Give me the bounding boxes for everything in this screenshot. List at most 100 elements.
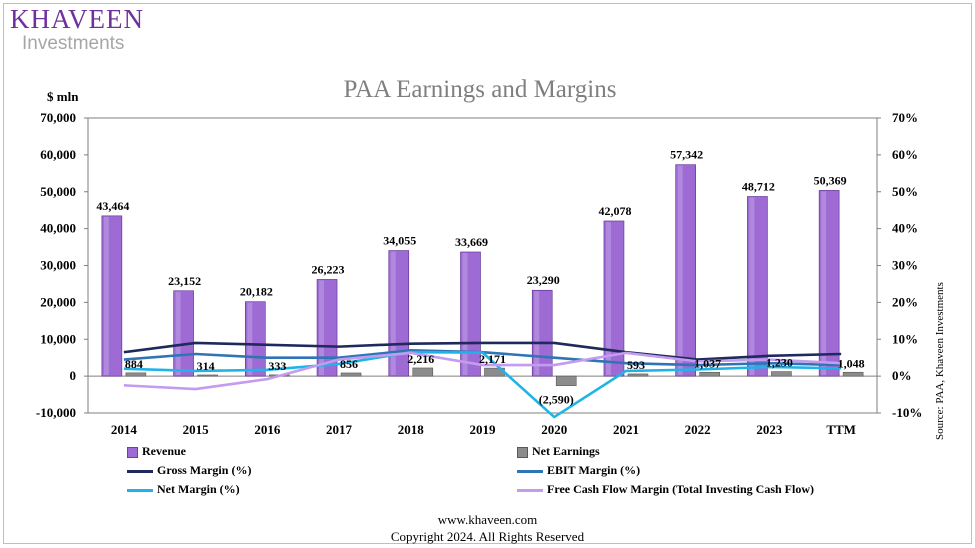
net-earnings-bar (340, 372, 362, 377)
revenue-data-label: 43,464 (96, 199, 129, 213)
x-axis-tick-label: 2022 (685, 422, 711, 437)
revenue-data-label: 23,290 (527, 273, 560, 287)
legend-gross-margin-label: Gross Margin (%) (157, 463, 252, 477)
net-earnings-bar (842, 371, 864, 377)
y2-axis-tick-label: 30% (892, 258, 918, 273)
x-axis-tick-label: TTM (826, 422, 856, 437)
y2-axis-tick-label: 10% (892, 331, 918, 346)
y2-axis-tick-label: 60% (892, 147, 918, 162)
revenue-data-label: 42,078 (598, 204, 631, 218)
y-axis-tick-label: 20,000 (40, 294, 76, 309)
net-earnings-data-label: 314 (197, 359, 215, 373)
revenue-data-label: 48,712 (742, 179, 775, 193)
net-earnings-bar (412, 367, 434, 377)
x-axis-tick-label: 2023 (756, 422, 783, 437)
legend-fcf-margin: Free Cash Flow Margin (Total Investing C… (517, 482, 814, 497)
chart-frame (3, 3, 972, 544)
chart-title: PAA Earnings and Margins (344, 76, 617, 103)
y2-axis-tick-label: 70% (892, 110, 918, 125)
x-axis-tick-label: 2014 (111, 422, 138, 437)
margin-line-3 (123, 350, 842, 419)
footer-copyright: Copyright 2024. All Rights Reserved (390, 529, 585, 544)
net-earnings-bar (125, 372, 147, 377)
legend-net-earnings-swatch (517, 446, 528, 458)
net-earnings-bar (555, 375, 577, 386)
revenue-bar-highlight (462, 252, 468, 376)
y-axis-tick-label: 40,000 (40, 221, 76, 236)
legend-net-margin-swatch (127, 488, 153, 492)
net-earnings-bar (771, 371, 792, 377)
revenue-data-label: 23,152 (168, 274, 201, 288)
revenue-bar-highlight (605, 221, 611, 376)
source-label: Source: PAA, Khaveen Investments (934, 282, 946, 440)
legend-ebit-margin: EBIT Margin (%) (517, 463, 640, 478)
y-axis-tick-label: 30,000 (40, 258, 76, 273)
net-earnings-bar (699, 372, 720, 377)
revenue-data-label: 34,055 (383, 234, 416, 248)
legend-net-earnings-label: Net Earnings (532, 444, 600, 458)
x-axis-tick-label: 2017 (326, 422, 353, 437)
revenue-bar-highlight (534, 291, 540, 376)
x-axis-tick-label: 2016 (254, 422, 281, 437)
revenue-data-label: 20,182 (240, 285, 273, 299)
x-axis-tick-label: 2020 (541, 422, 567, 437)
revenue-bar-highlight (247, 302, 253, 376)
y2-axis-tick-label: 50% (892, 184, 918, 199)
net-earnings-data-label: 884 (125, 357, 143, 371)
y2-axis-tick-label: -10% (892, 405, 922, 420)
y2-axis-tick-label: 40% (892, 221, 918, 236)
revenue-data-label: 33,669 (455, 235, 488, 249)
revenue-data-label: 26,223 (312, 262, 345, 276)
legend-net-earnings: Net Earnings (517, 444, 600, 459)
y-axis-tick-label: 10,000 (40, 331, 76, 346)
legend-fcf-margin-swatch (517, 488, 543, 492)
revenue-bar-highlight (749, 197, 755, 376)
net-earnings-data-label: 2,171 (479, 352, 506, 366)
x-axis-tick-label: 2019 (470, 422, 497, 437)
net-earnings-data-label: 856 (340, 357, 358, 371)
net-earnings-data-label: 593 (627, 358, 645, 372)
y-axis-tick-label: 0 (70, 368, 77, 383)
margin-line-4 (123, 351, 842, 391)
legend-net-margin-label: Net Margin (%) (157, 482, 240, 496)
net-earnings-data-label: 2,216 (407, 352, 434, 366)
y-axis-tick-label: -10,000 (36, 405, 76, 420)
revenue-bar-highlight (821, 191, 827, 376)
legend-revenue-label: Revenue (142, 444, 186, 458)
y-axis-tick-label: 50,000 (40, 184, 76, 199)
y-axis-unit-label: $ mln (47, 89, 79, 104)
net-earnings-data-label: 1,037 (694, 356, 721, 370)
net-earnings-data-label: 1,048 (838, 356, 865, 370)
y-axis-tick-label: 60,000 (40, 147, 76, 162)
khaveen-logo-subtitle: Investments (22, 33, 125, 54)
y2-axis-tick-label: 0% (892, 368, 912, 383)
net-earnings-data-label: 1,230 (766, 356, 793, 370)
legend-ebit-margin-label: EBIT Margin (%) (547, 463, 641, 477)
revenue-bar-highlight (175, 291, 181, 376)
net-earnings-data-label: (2,590) (539, 393, 574, 407)
x-axis-tick-label: 2015 (183, 422, 210, 437)
net-earnings-data-label: 333 (268, 359, 286, 373)
revenue-data-label: 57,342 (670, 148, 703, 162)
margin-line-1 (123, 341, 842, 361)
y2-axis-tick-label: 20% (892, 294, 918, 309)
revenue-bar-highlight (390, 251, 396, 376)
legend-gross-margin-swatch (127, 469, 153, 473)
revenue-data-label: 50,369 (814, 173, 847, 187)
legend-net-margin: Net Margin (%) (127, 482, 240, 497)
x-axis-tick-label: 2021 (613, 422, 639, 437)
y-axis-tick-label: 70,000 (40, 110, 76, 125)
legend-revenue-swatch (127, 446, 138, 458)
legend-fcf-margin-label: Free Cash Flow Margin (Total Investing C… (547, 482, 814, 496)
footer-website[interactable]: www.khaveen.com (437, 512, 538, 527)
net-earnings-bar (627, 373, 649, 377)
legend-revenue: Revenue (127, 444, 186, 459)
legend-ebit-margin-swatch (517, 469, 543, 473)
legend-gross-margin: Gross Margin (%) (127, 463, 251, 478)
revenue-bar-highlight (319, 280, 325, 376)
revenue-bar-highlight (103, 216, 109, 376)
net-earnings-bar (197, 374, 218, 377)
x-axis-tick-label: 2018 (398, 422, 425, 437)
revenue-bar-highlight (677, 165, 683, 376)
